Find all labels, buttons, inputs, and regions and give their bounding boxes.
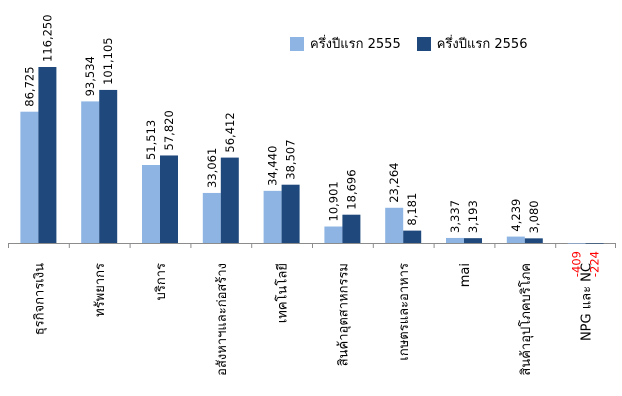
category-label: ธุรกิจการเงิน <box>32 263 47 335</box>
data-label: 3,337 <box>448 200 462 233</box>
data-label: 8,181 <box>405 193 419 226</box>
data-label: 3,080 <box>527 200 541 233</box>
category-label: เทคโนโลยี <box>275 263 291 323</box>
category-label: บริการ <box>154 263 169 300</box>
bar-2556 <box>38 67 57 243</box>
data-label: 51,513 <box>144 120 158 160</box>
data-label: 38,507 <box>284 139 298 179</box>
legend-swatch-2556 <box>416 36 431 51</box>
bar-2555 <box>20 111 39 243</box>
category-label: NPG และ NC <box>580 263 595 341</box>
data-label: 33,061 <box>205 148 219 188</box>
bar-2555 <box>324 226 343 243</box>
data-label: 86,725 <box>22 66 36 106</box>
data-label: 93,534 <box>83 56 97 96</box>
bar-2555 <box>506 236 525 243</box>
data-label: 23,264 <box>387 163 401 203</box>
bar-2555 <box>142 165 160 243</box>
bar-2556 <box>160 155 178 243</box>
bar-2556 <box>342 214 361 243</box>
data-label: 10,901 <box>326 181 340 221</box>
data-label: 57,820 <box>162 110 176 150</box>
bar-2556 <box>524 238 543 243</box>
bar-2555 <box>385 207 404 243</box>
data-label: 116,250 <box>40 14 54 62</box>
bar-2555 <box>263 190 282 243</box>
bar-2556 <box>99 89 118 244</box>
bar-2555 <box>202 192 221 243</box>
category-label: อสังหาฯและก่อสร้าง <box>215 263 230 376</box>
category-label: เกษตรและอาหาร <box>397 263 412 361</box>
data-label: -409 <box>570 251 584 277</box>
category-label: mai <box>458 263 473 287</box>
data-label: 3,193 <box>466 200 480 233</box>
legend: ครึ่งปีแรก 2555 ครึ่งปีแรก 2556 <box>290 33 527 54</box>
bar-2556 <box>403 230 422 243</box>
bar-2555 <box>81 101 100 243</box>
data-label: 101,105 <box>101 37 115 85</box>
legend-entry-2556: ครึ่งปีแรก 2556 <box>416 33 528 54</box>
legend-label-2556: ครึ่งปีแรก 2556 <box>436 37 528 52</box>
bar-2556 <box>585 243 604 244</box>
category-label: ทรัพยากร <box>93 263 108 317</box>
bar-2555 <box>567 243 586 244</box>
data-label: 34,440 <box>266 146 280 186</box>
data-label: 18,696 <box>344 169 358 209</box>
data-label: -224 <box>588 251 602 277</box>
bar-2556 <box>464 238 482 243</box>
legend-swatch-2555 <box>290 36 304 51</box>
bar-2556 <box>220 157 239 243</box>
bar-2555 <box>446 237 464 243</box>
legend-entry-2555: ครึ่งปีแรก 2555 <box>290 33 401 54</box>
bar-2556 <box>281 184 300 243</box>
category-label: สินค้าอุตสาหกรรม <box>336 263 351 366</box>
category-label: สินค้าอุปโภคบริโภค <box>518 263 534 376</box>
legend-label-2555: ครึ่งปีแรก 2555 <box>310 37 401 52</box>
data-label: 4,239 <box>509 199 523 232</box>
data-label: 56,412 <box>223 112 237 152</box>
